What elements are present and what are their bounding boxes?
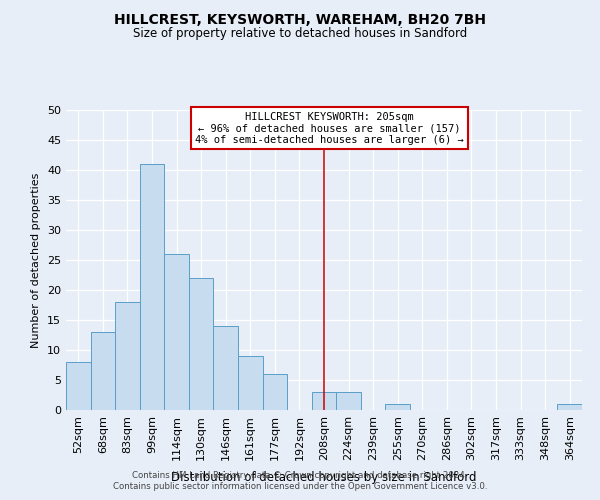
Bar [140,164,164,410]
Bar [336,392,361,410]
Bar [91,332,115,410]
Y-axis label: Number of detached properties: Number of detached properties [31,172,41,348]
Bar [189,278,214,410]
Bar [238,356,263,410]
Bar [115,302,140,410]
Text: Size of property relative to detached houses in Sandford: Size of property relative to detached ho… [133,28,467,40]
Text: Contains public sector information licensed under the Open Government Licence v3: Contains public sector information licen… [113,482,487,491]
Bar [66,362,91,410]
Text: Contains HM Land Registry data © Crown copyright and database right 2024.: Contains HM Land Registry data © Crown c… [132,471,468,480]
Bar [312,392,336,410]
Bar [263,374,287,410]
Text: HILLCREST, KEYSWORTH, WAREHAM, BH20 7BH: HILLCREST, KEYSWORTH, WAREHAM, BH20 7BH [114,12,486,26]
Bar [164,254,189,410]
Bar [214,326,238,410]
Bar [557,404,582,410]
Text: HILLCREST KEYSWORTH: 205sqm
← 96% of detached houses are smaller (157)
4% of sem: HILLCREST KEYSWORTH: 205sqm ← 96% of det… [195,112,464,144]
Bar [385,404,410,410]
X-axis label: Distribution of detached houses by size in Sandford: Distribution of detached houses by size … [171,471,477,484]
